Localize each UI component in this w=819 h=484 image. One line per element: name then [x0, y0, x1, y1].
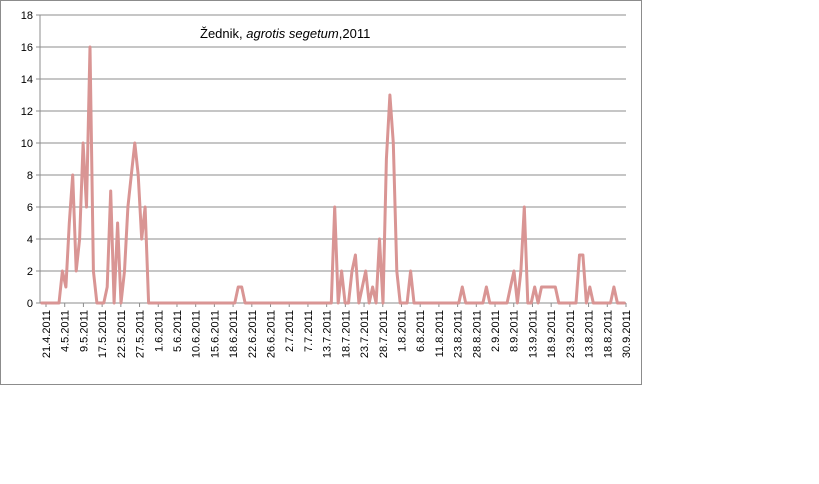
- x-tick-label: 8.9.2011: [509, 310, 521, 352]
- y-tick-label: 4: [27, 234, 33, 246]
- x-tick-label: 23.9.2011: [565, 310, 577, 358]
- x-tick-label: 13.8.2011: [584, 310, 596, 358]
- y-tick-label: 8: [27, 170, 33, 182]
- y-tick-label: 12: [21, 106, 33, 118]
- y-tick-label: 10: [21, 138, 33, 150]
- y-tick-label: 18: [21, 10, 33, 22]
- x-tick-label: 22.6.2011: [247, 310, 259, 358]
- x-tick-label: 2.7.2011: [284, 310, 296, 352]
- x-tick-label: 18.6.2011: [228, 310, 240, 358]
- x-tick-label: 18.8.2011: [602, 310, 614, 358]
- x-tick-label: 4.5.2011: [60, 310, 72, 352]
- chart-frame: [0, 0, 642, 385]
- x-tick-label: 22.5.2011: [116, 310, 128, 358]
- y-tick-label: 16: [21, 42, 33, 54]
- x-tick-label: 6.8.2011: [415, 310, 427, 352]
- y-tick-label: 14: [21, 74, 33, 86]
- x-tick-label: 27.5.2011: [135, 310, 147, 358]
- x-tick-label: 7.7.2011: [303, 310, 315, 352]
- x-tick-label: 2.9.2011: [490, 310, 502, 352]
- chart-title: Žednik, agrotis segetum,2011: [200, 26, 370, 41]
- x-tick-label: 23.7.2011: [359, 310, 371, 358]
- x-tick-label: 18.7.2011: [340, 310, 352, 358]
- x-tick-label: 21.4.2011: [41, 310, 53, 358]
- x-tick-label: 13.7.2011: [322, 310, 334, 358]
- y-tick-label: 2: [27, 266, 33, 278]
- x-tick-label: 13.9.2011: [527, 310, 539, 358]
- x-tick-label: 9.5.2011: [78, 310, 90, 352]
- y-tick-label: 6: [27, 202, 33, 214]
- x-tick-label: 23.8.2011: [453, 310, 465, 358]
- x-tick-label: 15.6.2011: [209, 310, 221, 358]
- x-tick-label: 1.6.2011: [153, 310, 165, 352]
- x-tick-label: 10.6.2011: [191, 310, 203, 358]
- x-tick-label: 17.5.2011: [97, 310, 109, 358]
- y-tick-label: 0: [27, 298, 33, 310]
- x-tick-label: 11.8.2011: [434, 310, 446, 357]
- x-tick-label: 26.6.2011: [266, 310, 278, 358]
- x-tick-label: 28.8.2011: [471, 310, 483, 358]
- x-tick-label: 1.8.2011: [396, 310, 408, 352]
- series-line: [40, 45, 626, 305]
- x-tick-label: 30.9.2011: [621, 310, 633, 358]
- x-tick-label: 5.6.2011: [172, 310, 184, 352]
- x-tick-label: 18.9.2011: [546, 310, 558, 358]
- x-tick-label: 28.7.2011: [378, 310, 390, 358]
